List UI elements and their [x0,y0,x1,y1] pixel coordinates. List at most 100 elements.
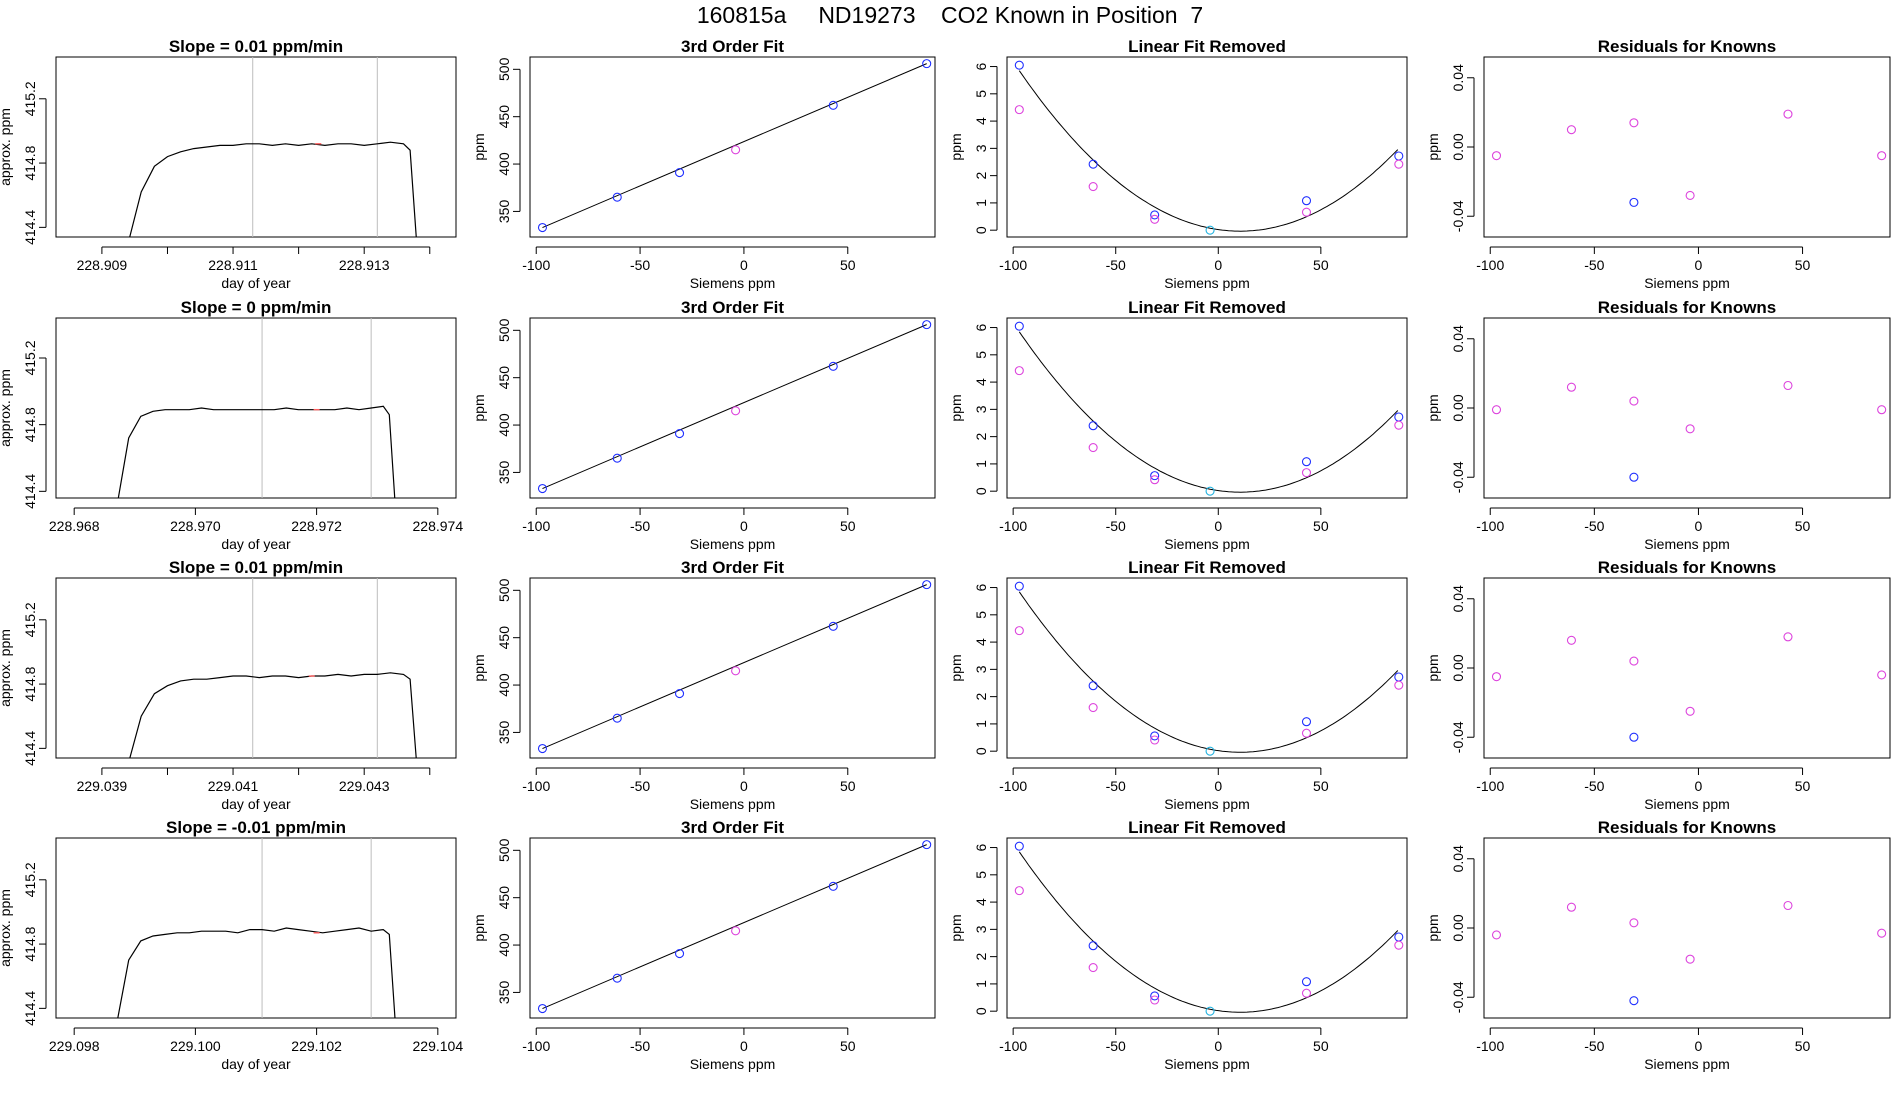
chart-3-linear-removed-point-magenta [1394,680,1404,690]
chart-1-linear-removed-y-tick-label: 1 [973,199,989,207]
chart-3-fit-point-blue [922,580,932,590]
chart-3-fit-x-tick-label: -50 [630,778,650,794]
chart-2-trace-y-tick-label: 414.4 [22,474,38,509]
chart-2-residuals-point-magenta [1566,382,1576,392]
chart-2-linear-removed-point-cyan [1205,486,1215,496]
chart-2-fit-point-blue [828,361,838,371]
chart-3-linear-removed-y-label: ppm [948,654,964,681]
chart-3-trace-y-label: approx. ppm [0,629,13,707]
chart-1-fit-point-blue [674,168,685,178]
chart-4-residuals-x-tick-label: -100 [1476,1038,1504,1054]
chart-4-residuals-x-tick-label: -50 [1584,1038,1604,1054]
chart-4-linear-removed-point-magenta [1014,886,1024,896]
chart-2-linear-removed-point-magenta [1088,442,1098,453]
chart-2-linear-removed-frame [1006,317,1408,499]
chart-3-residuals-x-label: Siemens ppm [1644,796,1730,812]
chart-4-trace-y-label: approx. ppm [0,889,13,967]
chart-3-residuals-x-tick-label: 0 [1695,778,1703,794]
chart-1-fit-x-tick-label: -100 [522,257,550,273]
chart-1-linear-removed-x-tick-label: 0 [1214,257,1222,273]
chart-4-linear-removed-x-tick-label: -50 [1106,1038,1126,1054]
chart-4-linear-removed-point-blue [1301,977,1312,987]
chart-3-fit-point-blue [674,689,685,699]
chart-4-fit-y-tick-label: 450 [496,886,512,910]
chart-3-linear-removed-title: Linear Fit Removed [1128,558,1286,577]
chart-3-linear-removed-y-tick-label: 3 [973,665,989,673]
chart-4-fit-point-blue [674,949,685,959]
chart-2-residuals-marks [1491,380,1887,482]
chart-4-residuals-point-magenta [1491,930,1502,940]
chart-1-fit-x-label: Siemens ppm [690,275,776,291]
chart-1-fit-point-blue [612,192,622,202]
chart-1-trace-x-label: day of year [221,275,291,291]
chart-4-trace-y-tick-label: 414.8 [22,926,38,961]
chart-4-linear-removed-point-blue [1394,932,1404,942]
chart-1-residuals-y-tick-label: -0.04 [1450,200,1466,232]
chart-1-residuals-x-label: Siemens ppm [1644,275,1730,291]
chart-3-linear-removed-point-blue [1394,672,1404,682]
chart-4-trace-x-tick-label: 229.100 [170,1038,221,1054]
chart-4-fit-title: 3rd Order Fit [681,818,784,837]
chart-4-linear-removed-point-blue [1014,841,1024,851]
chart-2-residuals-x-tick-label: -50 [1584,518,1604,534]
chart-1-linear-removed-marks [1014,60,1404,235]
chart-1-fit-y-tick-label: 400 [496,152,512,176]
chart-3-fit-point-blue [612,713,622,723]
chart-3-fit-y-tick-label: 400 [496,673,512,697]
chart-2-fit-y-tick-label: 350 [496,461,512,485]
chart-2-residuals: Residuals for Knowns -100 -50 0 50 Siemens pp… [1425,298,1891,552]
chart-3-residuals-point-magenta [1877,670,1887,680]
chart-1-linear-removed-point-magenta [1014,105,1024,115]
chart-2-linear-removed-point-magenta [1301,468,1312,478]
chart-3-linear-removed-y-tick-label: 5 [973,611,989,619]
chart-2-linear-removed-point-magenta [1394,420,1404,430]
chart-3-linear-removed-fit-curve [1018,591,1399,753]
chart-1-linear-removed-title: Linear Fit Removed [1128,37,1286,56]
chart-2-linear-removed-title: Linear Fit Removed [1128,298,1286,317]
chart-3-fit-x-label: Siemens ppm [690,796,776,812]
chart-3-residuals-y-label: ppm [1425,654,1441,681]
chart-1-linear-removed-y-label: ppm [948,133,964,160]
chart-1-trace-trace-line [129,141,417,237]
chart-3-linear-removed-marks [1014,581,1404,756]
chart-4-trace-marks [117,838,396,1018]
chart-2-fit-y-tick-label: 450 [496,366,512,390]
chart-3-linear-removed-x-tick-label: -50 [1106,778,1126,794]
chart-1-trace-frame [55,56,457,238]
chart-3-fit-x-tick-label: 0 [740,778,748,794]
chart-2-fit-frame [529,317,936,499]
chart-4-linear-removed-point-blue [1088,941,1098,951]
chart-1-linear-removed-point-magenta [1301,207,1312,217]
chart-4-fit-y-label: ppm [471,914,487,941]
chart-2-residuals-x-tick-label: 50 [1795,518,1811,534]
chart-3-residuals-point-magenta [1783,632,1793,642]
chart-4-linear-removed-frame [1006,837,1408,1019]
chart-4-linear-removed-y-tick-label: 1 [973,980,989,988]
chart-4-linear-removed-point-magenta [1301,988,1312,998]
chart-2-trace-y-tick-label: 415.2 [22,340,38,375]
chart-2-linear-removed-point-blue [1088,421,1098,431]
chart-1-residuals-point-magenta [1685,190,1695,201]
chart-2-linear-removed-x-label: Siemens ppm [1164,536,1250,552]
chart-4-linear-removed-point-cyan [1205,1006,1215,1016]
chart-2-linear-removed-x-tick-label: 0 [1214,518,1222,534]
chart-4-linear-removed: Linear Fit Removed -100 -50 0 50 Siemens ppm 0… [948,818,1408,1072]
chart-4-trace-y-tick-label: 415.2 [22,862,38,897]
chart-2-trace-marks [117,318,396,498]
chart-4-fit-frame [529,837,936,1019]
chart-1-linear-removed-x-label: Siemens ppm [1164,275,1250,291]
chart-1-fit-point-blue [922,59,932,69]
chart-3-trace-x-tick-label: 229.043 [339,778,390,794]
chart-4-linear-removed-x-label: Siemens ppm [1164,1056,1250,1072]
chart-4-residuals: Residuals for Knowns -100 -50 0 50 Siemens pp… [1425,818,1891,1072]
chart-2-residuals-point-magenta [1491,405,1502,415]
chart-3-trace-marks [129,578,417,758]
chart-3-trace-x-label: day of year [221,796,291,812]
chart-1-fit-title: 3rd Order Fit [681,37,784,56]
chart-3-trace-trace-line [129,672,417,758]
chart-2-trace-y-tick-label: 414.8 [22,407,38,442]
chart-4-trace-title: Slope = -0.01 ppm/min [166,818,346,837]
chart-1-trace-y-label: approx. ppm [0,108,13,186]
chart-4-trace: Slope = -0.01 ppm/min 229.098 229.100 229.1… [0,818,463,1072]
